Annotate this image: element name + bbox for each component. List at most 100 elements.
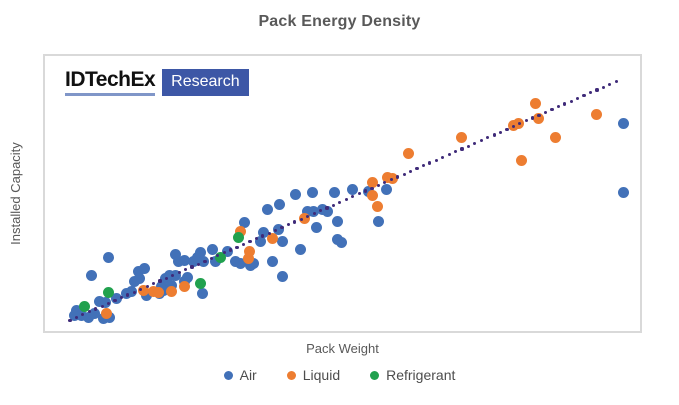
scatter-point-air: [239, 217, 251, 229]
trendline-dot: [171, 273, 175, 277]
scatter-point-air: [71, 304, 83, 316]
trendline-dot: [434, 158, 438, 162]
trendline-dot: [299, 217, 303, 221]
trendline-dot: [421, 164, 425, 168]
y-axis-label: Installed Capacity: [7, 142, 23, 245]
scatter-point-air: [381, 184, 393, 196]
legend-label-liquid: Liquid: [302, 367, 341, 383]
scatter-point-refrigerant: [79, 300, 91, 312]
scatter-point-air: [132, 266, 144, 278]
trendline-dot: [370, 186, 374, 190]
legend-item-liquid: Liquid: [286, 367, 341, 383]
points-layer: [45, 56, 640, 331]
trendline-dot: [453, 150, 458, 154]
trendline-dot: [479, 138, 483, 143]
liquid-series-marker-icon: [286, 370, 296, 380]
trendline-dot: [267, 231, 271, 235]
trendline-dot: [254, 237, 258, 241]
trendline-dot: [396, 175, 400, 179]
scatter-point-liquid: [266, 232, 278, 244]
trendline-dot: [588, 91, 593, 95]
trendline-dot: [601, 85, 605, 89]
scatter-point-liquid: [367, 190, 379, 202]
scatter-point-air: [276, 271, 288, 283]
trendline-dot: [229, 248, 233, 252]
scatter-point-liquid: [456, 132, 467, 144]
trendline-dot: [556, 105, 560, 109]
legend: Air Liquid Refrigerant: [0, 367, 679, 383]
trendline-dot: [94, 307, 98, 311]
scatter-point-liquid: [550, 132, 561, 144]
scatter-point-refrigerant: [195, 278, 207, 290]
trendline-dot: [338, 200, 342, 204]
x-axis-label: Pack Weight: [306, 341, 379, 356]
scatter-point-refrigerant: [233, 231, 245, 243]
trendline-dot: [576, 96, 580, 100]
scatter-point-air: [311, 222, 323, 234]
trendline-dot: [203, 259, 207, 263]
trendline-dot: [531, 116, 535, 120]
trendline-dot: [74, 315, 78, 320]
scatter-point-air: [82, 311, 94, 323]
scatter-point-air: [617, 117, 629, 129]
scatter-point-air: [163, 270, 175, 282]
scatter-point-air: [248, 258, 260, 270]
air-series-marker-icon: [223, 370, 233, 380]
scatter-point-air: [140, 290, 152, 302]
trendline-dot: [402, 172, 406, 176]
scatter-point-air: [85, 270, 97, 282]
scatter-point-air: [262, 204, 274, 216]
scatter-point-liquid: [137, 285, 149, 297]
scatter-point-air: [276, 235, 288, 247]
scatter-point-liquid: [367, 176, 379, 188]
trendline-dot: [151, 282, 156, 286]
trendline-dot: [126, 293, 130, 297]
scatter-point-refrigerant: [103, 287, 115, 298]
scatter-point-liquid: [179, 281, 191, 293]
scatter-point-air: [187, 256, 199, 268]
trendline-dot: [196, 262, 201, 266]
scatter-point-liquid: [235, 225, 247, 237]
scatter-point-air: [329, 186, 341, 198]
scatter-point-refrigerant: [215, 251, 227, 263]
trendline-dot: [331, 203, 336, 207]
idtechex-logo-wordmark: IDTechEx: [65, 69, 156, 96]
trendline-dot: [357, 192, 361, 196]
trendline-dot: [293, 220, 297, 224]
scatter-point-air: [170, 248, 182, 260]
scatter-point-liquid: [242, 253, 254, 265]
trendline-dot: [460, 147, 464, 151]
scatter-point-liquid: [386, 172, 398, 184]
trendline-dot: [447, 152, 451, 157]
trendline-dot: [518, 122, 522, 126]
scatter-point-air: [336, 236, 348, 248]
scatter-point-liquid: [515, 155, 527, 166]
scatter-point-air: [170, 270, 182, 282]
trendline-dot: [132, 290, 136, 294]
trendline-dot: [312, 211, 316, 216]
scatter-point-air: [257, 227, 269, 239]
trendline-dot: [319, 209, 323, 213]
legend-item-refrigerant: Refrigerant: [370, 367, 455, 383]
scatter-point-air: [88, 307, 100, 319]
scatter-point-air: [138, 263, 150, 275]
trendline-dot: [415, 167, 419, 171]
trendline-dot: [190, 265, 194, 269]
trendline-dot: [81, 313, 85, 317]
trendline-dot: [595, 88, 599, 92]
trendline-dot: [274, 228, 278, 232]
scatter-point-liquid: [591, 108, 603, 120]
trendline-dot: [473, 141, 477, 145]
scatter-point-air: [321, 206, 333, 218]
trendline-dot: [486, 136, 490, 140]
scatter-point-air: [373, 216, 385, 228]
trendline-dot: [222, 251, 226, 255]
scatter-point-air: [125, 286, 137, 298]
scatter-point-liquid: [298, 213, 310, 225]
trendline-dot: [550, 108, 554, 112]
trendline-dot: [139, 287, 143, 291]
trendline-dot: [614, 79, 618, 84]
idtechex-logo: IDTechEx Research: [65, 69, 249, 96]
trendline-dot: [235, 245, 239, 249]
scatter-point-air: [103, 251, 115, 263]
